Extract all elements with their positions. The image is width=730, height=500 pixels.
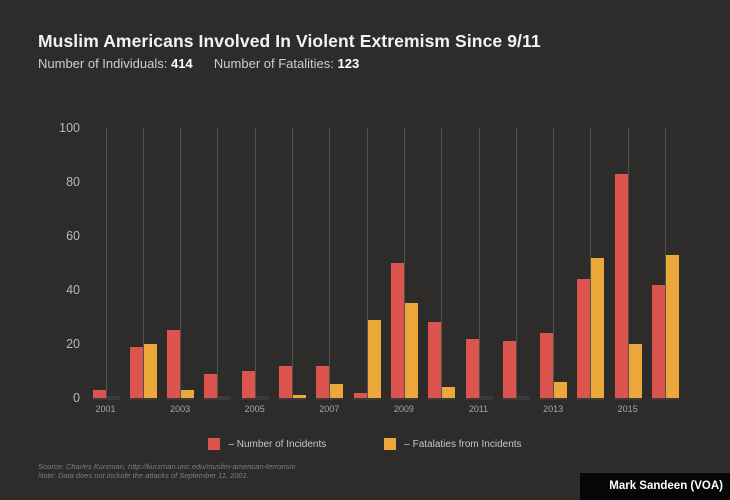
bar-incidents-2003 (167, 330, 181, 398)
gridline-2014 (590, 128, 592, 398)
chart-subtitle: Number of Individuals: 414 Number of Fat… (38, 56, 359, 71)
bar-incidents-2007 (316, 366, 330, 398)
incidents-swatch-icon (208, 438, 221, 450)
bar-fatalities-2006 (293, 395, 306, 398)
baseline-stub-2005 (240, 398, 269, 400)
bar-fatalities-2009 (404, 303, 418, 398)
fatalities-swatch-icon (384, 438, 397, 450)
credit-bar: Mark Sandeen (VOA) (580, 473, 730, 500)
y-axis-tick-100: 100 (59, 121, 80, 135)
y-axis-tick-40: 40 (66, 283, 80, 297)
note-line: Note: Data does not include the attacks … (38, 471, 249, 480)
baseline-stub-2014 (576, 398, 605, 400)
x-axis-tick-2005: 2005 (244, 404, 265, 414)
bar-fatalities-2003 (181, 390, 195, 398)
gridline-2013 (553, 128, 555, 398)
baseline-stub-2016 (651, 398, 679, 400)
bar-fatalities-2013 (554, 382, 568, 398)
legend-label-fatalities: – Fatalaties from Incidents (404, 438, 522, 450)
x-axis-tick-2015: 2015 (617, 404, 638, 414)
gridline-2009 (403, 128, 405, 398)
gridline-2005 (254, 128, 256, 398)
x-axis-tick-2013: 2013 (543, 404, 564, 414)
gridline-2007 (329, 128, 331, 398)
chart-title: Muslim Americans Involved In Violent Ext… (38, 31, 541, 51)
bar-incidents-2008 (353, 393, 367, 398)
gridline-2010 (441, 128, 443, 398)
y-axis-tick-20: 20 (66, 337, 80, 351)
y-axis-tick-0: 0 (73, 391, 80, 405)
bar-fatalities-2016 (666, 255, 679, 398)
x-axis-tick-2011: 2011 (468, 404, 489, 414)
gridline-2016 (665, 128, 666, 398)
bar-fatalities-2005 (255, 396, 269, 398)
source-line: Source: Charles Kurzman, http://kurzman.… (38, 462, 296, 471)
individuals-label: Number of Individuals: (38, 56, 168, 71)
bar-fatalities-2007 (330, 384, 344, 398)
baseline-stub-2011 (464, 398, 493, 400)
gridline-2002 (142, 128, 144, 398)
fatalities-label: Number of Fatalities: (213, 56, 334, 71)
x-axis-tick-2009: 2009 (393, 404, 414, 414)
bar-incidents-2014 (577, 279, 591, 398)
bar-incidents-2002 (129, 347, 143, 398)
bar-fatalities-2001 (106, 396, 120, 398)
baseline-stub-2004 (203, 398, 232, 400)
bar-fatalities-2010 (442, 387, 456, 398)
baseline-stub-2002 (128, 398, 157, 400)
fatalities-value: 123 (337, 56, 360, 71)
baseline-stub-2001 (91, 398, 120, 400)
baseline-stub-2012 (501, 398, 530, 400)
x-axis-tick-2007: 2007 (319, 404, 340, 414)
bar-incidents-2013 (540, 333, 554, 398)
gridline-2008 (366, 128, 368, 398)
gridline-2003 (180, 128, 182, 398)
bar-incidents-2010 (428, 322, 442, 398)
bar-incidents-2004 (204, 374, 218, 398)
gridline-2006 (292, 128, 293, 398)
baseline-stub-2006 (278, 398, 306, 400)
bar-incidents-2015 (614, 174, 628, 398)
bar-incidents-2006 (279, 366, 292, 398)
legend-label-incidents: – Number of Incidents (228, 438, 327, 450)
bar-fatalities-2012 (516, 396, 530, 398)
bar-incidents-2012 (502, 341, 516, 398)
baseline-stub-2007 (315, 398, 344, 400)
gridline-2011 (478, 128, 480, 398)
baseline-stub-2003 (166, 398, 195, 400)
gridline-2015 (627, 128, 629, 398)
bar-incidents-2001 (92, 390, 106, 398)
y-axis-tick-80: 80 (66, 175, 80, 189)
gridline-2004 (217, 128, 219, 398)
gridline-2001 (105, 128, 107, 398)
y-axis-tick-60: 60 (66, 229, 80, 243)
legend-item-fatalities: – Fatalaties from Incidents (384, 438, 522, 450)
baseline-stub-2008 (352, 398, 381, 400)
bar-fatalities-2008 (367, 320, 381, 398)
source-note: Source: Charles Kurzman, http://kurzman.… (38, 462, 296, 480)
baseline-stub-2009 (389, 398, 418, 400)
bar-fatalities-2004 (218, 396, 232, 398)
baseline-stub-2013 (539, 398, 568, 400)
x-axis-tick-2003: 2003 (170, 404, 191, 414)
legend-item-incidents: – Number of Incidents (208, 438, 326, 450)
bar-incidents-2009 (390, 263, 404, 398)
bar-incidents-2011 (465, 339, 479, 398)
bar-fatalities-2002 (143, 344, 157, 398)
chart-legend: – Number of Incidents – Fatalaties from … (0, 438, 730, 450)
bar-incidents-2016 (652, 285, 665, 398)
bar-incidents-2005 (241, 371, 255, 398)
baseline-stub-2015 (613, 398, 642, 400)
baseline-stub-2010 (427, 398, 456, 400)
bar-fatalities-2015 (628, 344, 642, 398)
gridline-2012 (515, 128, 517, 398)
bar-fatalities-2011 (479, 396, 493, 398)
individuals-value: 414 (170, 56, 193, 71)
x-axis-tick-2001: 2001 (95, 404, 116, 414)
bar-fatalities-2014 (591, 258, 605, 398)
